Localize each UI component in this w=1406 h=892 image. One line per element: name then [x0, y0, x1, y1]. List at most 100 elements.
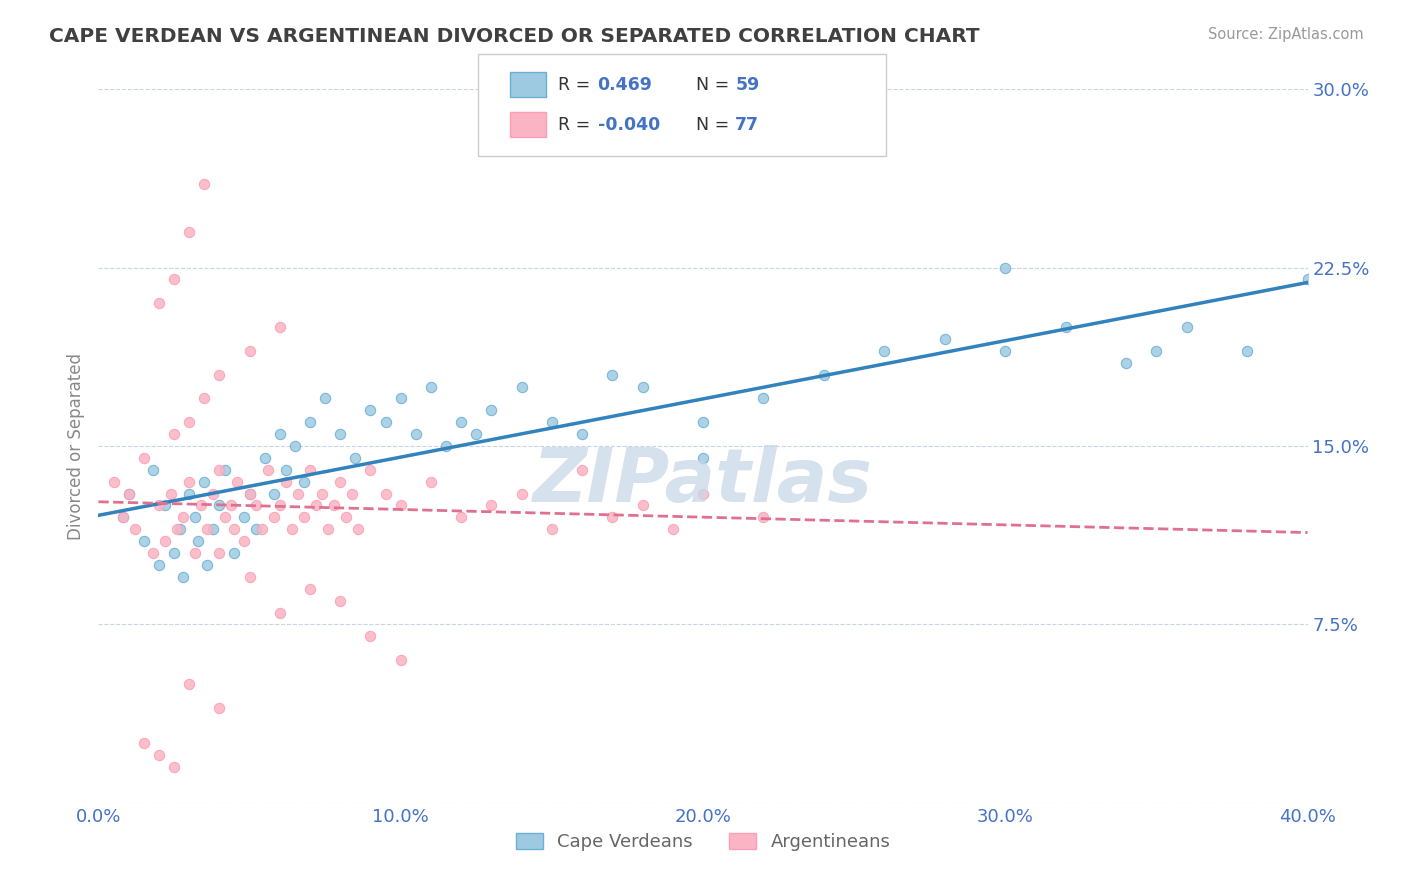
Point — [208, 499, 231, 513]
Point — [148, 499, 170, 513]
Point — [232, 534, 254, 549]
Point — [224, 522, 246, 536]
Point — [245, 499, 267, 513]
Point — [208, 463, 231, 477]
Text: Source: ZipAtlas.com: Source: ZipAtlas.com — [1208, 27, 1364, 42]
Point — [184, 510, 207, 524]
Point — [344, 450, 367, 465]
Point — [389, 499, 412, 513]
Point — [208, 546, 231, 560]
Point — [111, 510, 134, 524]
Point — [179, 415, 201, 429]
Point — [148, 296, 170, 310]
Point — [172, 510, 194, 524]
Point — [1115, 356, 1137, 370]
Point — [510, 486, 533, 500]
Point — [1144, 343, 1167, 358]
Point — [360, 403, 382, 417]
Point — [335, 510, 357, 524]
Point — [190, 499, 212, 513]
Point — [132, 534, 155, 549]
Point — [631, 499, 654, 513]
Point — [631, 379, 654, 393]
Point — [342, 486, 364, 500]
Point — [540, 415, 562, 429]
Point — [193, 178, 215, 192]
Point — [329, 427, 352, 442]
Point — [124, 522, 146, 536]
Point — [179, 486, 201, 500]
Point — [323, 499, 346, 513]
Point — [169, 522, 191, 536]
Point — [263, 486, 285, 500]
Point — [142, 463, 165, 477]
Point — [752, 510, 775, 524]
Text: 77: 77 — [735, 116, 759, 134]
Point — [269, 606, 291, 620]
Point — [193, 392, 215, 406]
Point — [208, 368, 231, 382]
Point — [465, 427, 488, 442]
Point — [263, 510, 285, 524]
Point — [934, 332, 956, 346]
Point — [132, 736, 155, 750]
Point — [193, 475, 215, 489]
Point — [389, 653, 412, 667]
Y-axis label: Divorced or Separated: Divorced or Separated — [66, 352, 84, 540]
Point — [187, 534, 209, 549]
Point — [692, 415, 714, 429]
Point — [311, 486, 333, 500]
Point — [316, 522, 339, 536]
Point — [163, 427, 186, 442]
Point — [153, 499, 176, 513]
Point — [132, 450, 155, 465]
Text: N =: N = — [696, 116, 735, 134]
Point — [450, 415, 472, 429]
Point — [274, 463, 297, 477]
Point — [214, 463, 236, 477]
Point — [163, 546, 186, 560]
Point — [299, 415, 322, 429]
Point — [450, 510, 472, 524]
Point — [813, 368, 835, 382]
Point — [208, 700, 231, 714]
Point — [1175, 320, 1198, 334]
Point — [994, 343, 1017, 358]
Point — [245, 522, 267, 536]
Point — [179, 475, 201, 489]
Point — [153, 534, 176, 549]
Point — [103, 475, 125, 489]
Point — [481, 499, 503, 513]
Point — [148, 748, 170, 763]
Text: CAPE VERDEAN VS ARGENTINEAN DIVORCED OR SEPARATED CORRELATION CHART: CAPE VERDEAN VS ARGENTINEAN DIVORCED OR … — [49, 27, 980, 45]
Point — [510, 379, 533, 393]
Point — [314, 392, 336, 406]
Point — [226, 475, 249, 489]
Point — [360, 463, 382, 477]
Point — [118, 486, 141, 500]
Text: ZIPatlas: ZIPatlas — [533, 445, 873, 518]
Point — [347, 522, 370, 536]
Point — [214, 510, 236, 524]
Point — [1296, 272, 1319, 286]
Text: R =: R = — [558, 116, 596, 134]
Point — [195, 522, 218, 536]
Point — [163, 272, 186, 286]
Point — [111, 510, 134, 524]
Point — [179, 225, 201, 239]
Point — [420, 379, 443, 393]
Point — [374, 415, 396, 429]
Point — [269, 427, 291, 442]
Point — [292, 475, 315, 489]
Point — [239, 343, 262, 358]
Point — [250, 522, 273, 536]
Point — [253, 450, 276, 465]
Point — [118, 486, 141, 500]
Point — [405, 427, 427, 442]
Point — [571, 427, 593, 442]
Point — [1236, 343, 1258, 358]
Point — [692, 450, 714, 465]
Point — [420, 475, 443, 489]
Point — [239, 486, 262, 500]
Point — [602, 368, 624, 382]
